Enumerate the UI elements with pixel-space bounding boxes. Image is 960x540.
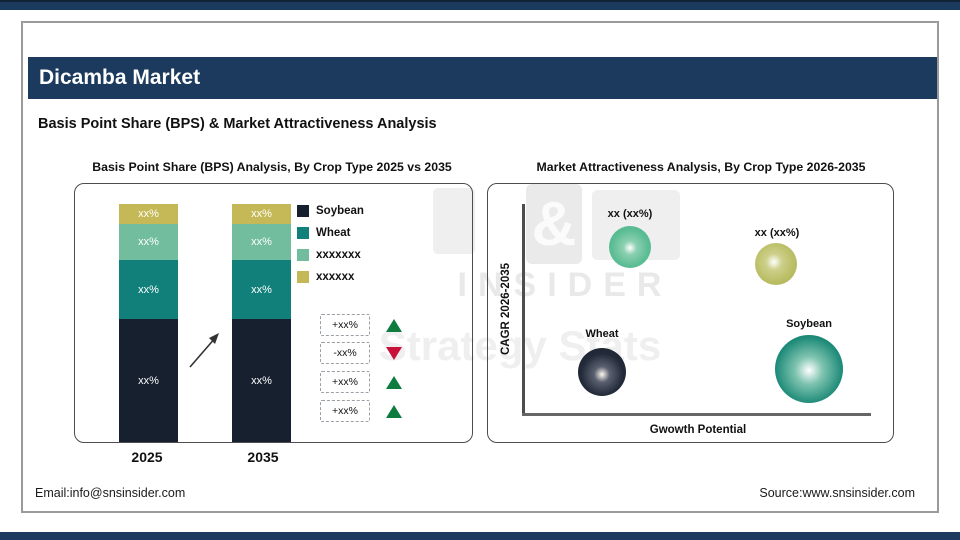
bubble-label-wheat: Wheat <box>585 328 619 340</box>
x-axis-line <box>522 413 871 416</box>
legend-item-xxxxxx: xxxxxx <box>297 270 364 283</box>
bps-chart-title: Basis Point Share (BPS) Analysis, By Cro… <box>92 160 452 174</box>
delta-row: +xx% <box>320 314 402 336</box>
attractiveness-chart-title: Market Attractiveness Analysis, By Crop … <box>536 160 866 174</box>
delta-row: -xx% <box>320 342 402 364</box>
legend-swatch-soybean <box>297 204 309 217</box>
triangle-up-icon <box>386 318 402 332</box>
legend-item-wheat: Wheat <box>297 226 364 239</box>
title-banner: Dicamba Market <box>28 57 937 99</box>
y-axis-title: CAGR 2026-2035 <box>500 262 512 356</box>
legend-swatch-wheat <box>297 226 309 239</box>
bottom-accent-bar <box>0 532 960 540</box>
legend-label: xxxxxx <box>316 270 355 283</box>
bubble-label-xxxxxxx: xx (xx%) <box>607 208 653 220</box>
watermark-insider-text: INSIDER <box>457 266 673 304</box>
bubble-wheat <box>578 348 626 396</box>
triangle-up-icon <box>386 375 402 389</box>
bar-segment-xxxxxx: xx% <box>119 204 178 224</box>
bar-segment-wheat: xx% <box>119 260 178 319</box>
delta-value-box: +xx% <box>320 314 370 336</box>
bar-segment-xxxxxx: xx% <box>232 204 291 224</box>
bubble-xxxxxx <box>755 243 797 285</box>
page-subtitle: Basis Point Share (BPS) & Market Attract… <box>38 116 437 132</box>
triangle-up-icon <box>386 404 402 418</box>
bps-chart-panel: xx% xx% xx% xx% xx% xx% xx% xx% Soybean … <box>74 183 473 443</box>
watermark-ampersand: & <box>526 184 582 264</box>
legend-item-xxxxxxx: xxxxxxx <box>297 248 364 261</box>
delta-row: +xx% <box>320 371 402 393</box>
delta-row: +xx% <box>320 400 402 422</box>
top-accent-bar <box>0 0 960 10</box>
legend-label: Wheat <box>316 226 351 239</box>
legend-label: xxxxxxx <box>316 248 361 261</box>
bar-legend: Soybean Wheat xxxxxxx xxxxxx <box>297 204 364 292</box>
bar-segment-soybean: xx% <box>119 319 178 442</box>
bubble-soybean <box>775 335 843 403</box>
attractiveness-chart-panel: CAGR 2026-2035 Gwowth Potential xx (xx%)… <box>487 183 894 443</box>
bubble-label-xxxxxx: xx (xx%) <box>754 227 800 239</box>
bar-segment-xxxxxxx: xx% <box>232 224 291 260</box>
page-title: Dicamba Market <box>39 66 201 89</box>
legend-swatch-xxxxxx <box>297 270 309 283</box>
axis-label-2035: 2035 <box>247 449 279 465</box>
stacked-bar-2035: xx% xx% xx% xx% <box>232 204 291 442</box>
bubble-label-soybean: Soybean <box>786 318 832 330</box>
delta-value-box: +xx% <box>320 400 370 422</box>
delta-value-box: -xx% <box>320 342 370 364</box>
y-axis-line <box>522 204 525 415</box>
footer-email: Email:info@snsinsider.com <box>35 486 186 500</box>
bps-delta-list: +xx% -xx% +xx% +xx% <box>320 314 402 428</box>
growth-arrow-icon <box>189 333 219 368</box>
bar-segment-wheat: xx% <box>232 260 291 319</box>
stacked-bar-2025: xx% xx% xx% xx% <box>119 204 178 442</box>
footer-source: Source:www.snsinsider.com <box>759 486 915 500</box>
watermark-block <box>433 188 475 254</box>
delta-value-box: +xx% <box>320 371 370 393</box>
x-axis-title: Gwowth Potential <box>649 424 747 436</box>
triangle-down-icon <box>386 346 402 360</box>
bar-segment-xxxxxxx: xx% <box>119 224 178 260</box>
legend-swatch-xxxxxxx <box>297 248 309 261</box>
legend-label: Soybean <box>316 204 364 217</box>
axis-label-2025: 2025 <box>131 449 163 465</box>
bar-segment-soybean: xx% <box>232 319 291 442</box>
legend-item-soybean: Soybean <box>297 204 364 217</box>
bubble-xxxxxxx <box>609 226 651 268</box>
